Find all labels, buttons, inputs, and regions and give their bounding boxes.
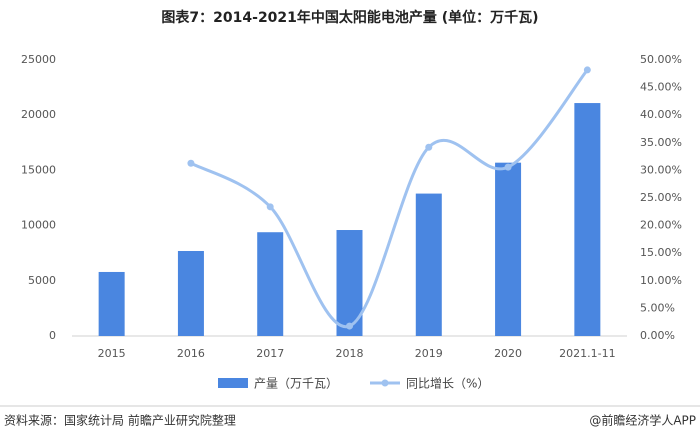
y2-tick-label: 45.00% <box>640 81 682 94</box>
y2-tick-label: 0.00% <box>640 329 675 342</box>
y2-tick-label: 5.00% <box>640 301 675 314</box>
y2-tick-label: 15.00% <box>640 246 682 259</box>
x-tick-label: 2020 <box>494 347 522 360</box>
source: 资料来源：国家统计局 前瞻产业研究院整理 <box>4 413 236 428</box>
x-tick-label: 2016 <box>177 347 205 360</box>
bar <box>574 103 601 336</box>
x-tick-label: 2018 <box>336 347 364 360</box>
line <box>190 68 589 329</box>
legend-label: 同比增长（%） <box>406 377 489 391</box>
x-tick-label: 2017 <box>256 347 284 360</box>
y-tick-label: 15000 <box>21 163 56 176</box>
line-point <box>187 159 195 167</box>
bar <box>415 193 442 336</box>
y-tick-label: 10000 <box>21 219 56 232</box>
y-tick-label: 0 <box>49 329 56 342</box>
x-tick-label: 2021.1-11 <box>559 347 615 360</box>
legend-swatch <box>218 378 248 388</box>
y2-tick-label: 40.00% <box>640 108 682 121</box>
line-point <box>583 66 591 74</box>
y2-tick-label: 35.00% <box>640 136 682 149</box>
y2-tick-label: 50.00% <box>640 53 682 66</box>
credit: @前瞻经济学人APP <box>589 413 696 428</box>
bar <box>495 162 522 336</box>
legend-label: 产量（万千瓦） <box>254 377 338 391</box>
x-tick-label: 2015 <box>98 347 126 360</box>
line-point <box>425 143 433 151</box>
y-tick-label: 25000 <box>21 53 56 66</box>
y2-tick-label: 20.00% <box>640 219 682 232</box>
bar <box>98 271 125 336</box>
y2-tick-label: 25.00% <box>640 191 682 204</box>
y-tick-label: 20000 <box>21 108 56 121</box>
legend-swatch <box>381 379 389 387</box>
line-point <box>504 163 512 171</box>
x-tick-label: 2019 <box>415 347 443 360</box>
chart-title: 图表7：2014-2021年中国太阳能电池产量 (单位：万千瓦) <box>161 9 538 26</box>
y-tick-label: 5000 <box>28 274 56 287</box>
line-point <box>266 203 274 211</box>
bar <box>177 250 204 336</box>
y2-tick-label: 10.00% <box>640 274 682 287</box>
bar <box>257 232 284 336</box>
y2-tick-label: 30.00% <box>640 163 682 176</box>
line-point <box>346 322 353 330</box>
